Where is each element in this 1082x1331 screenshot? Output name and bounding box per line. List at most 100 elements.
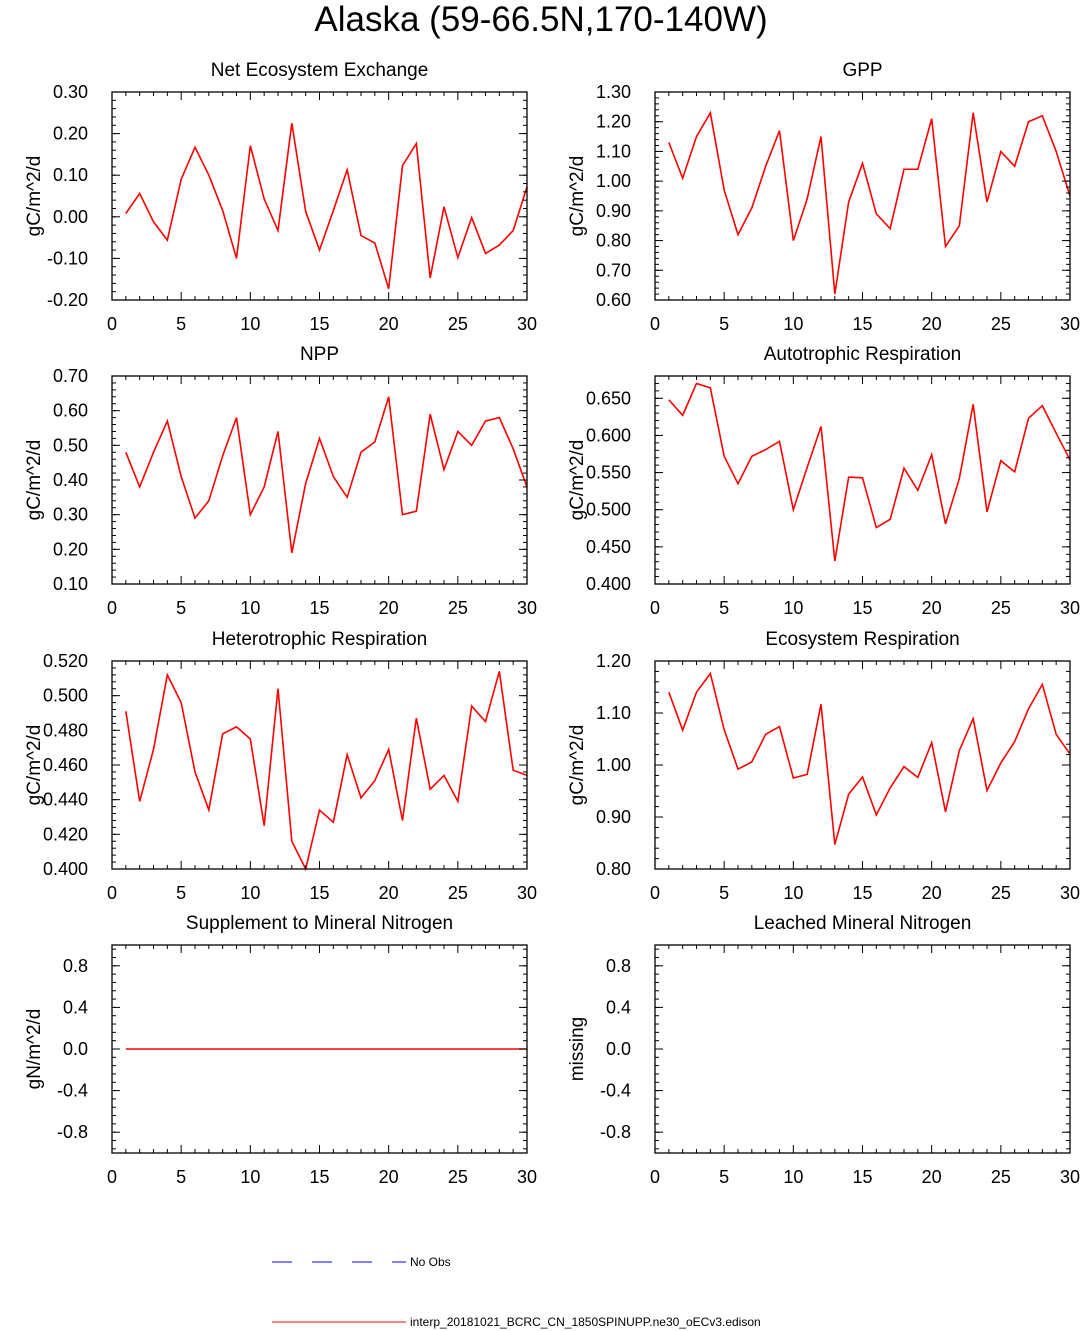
- series-line: [668, 671, 1071, 845]
- x-tick-label: 0: [107, 598, 117, 618]
- x-tick-label: 10: [240, 314, 260, 334]
- y-tick-label: 0.450: [586, 537, 631, 557]
- y-tick-label: 0.480: [43, 720, 88, 740]
- chart-title: Heterotrophic Respiration: [212, 629, 427, 650]
- chart-panel-3: NPP gC/m^2/d 0 5 10 15 20 25 30 0.10 0.20 0.30 0.40 0…: [24, 344, 537, 618]
- y-tick-label: 1.10: [596, 703, 631, 723]
- x-tick-label: 10: [240, 1167, 260, 1187]
- y-tick-label: 0.10: [53, 165, 88, 185]
- x-tick-label: 10: [783, 314, 803, 334]
- x-tick-label: 30: [1060, 883, 1080, 903]
- x-tick-label: 5: [719, 314, 729, 334]
- y-tick-label: 0.50: [53, 435, 88, 455]
- figure-title: Alaska (59-66.5N,170-140W): [314, 0, 768, 39]
- y-tick-label: 0.60: [53, 401, 88, 421]
- x-tick-label: 0: [650, 598, 660, 618]
- y-tick-label: 0.650: [586, 388, 631, 408]
- y-tick-label: 1.00: [596, 755, 631, 775]
- chart-panel-7: Supplement to Mineral Nitrogen gN/m^2/d 0 5…: [24, 913, 537, 1187]
- y-tick-label: 0.30: [53, 82, 88, 102]
- x-tick-label: 10: [783, 883, 803, 903]
- plot-frame: [654, 944, 1071, 1154]
- y-tick-label: 0.10: [53, 574, 88, 594]
- chart-title: NPP: [300, 344, 339, 365]
- x-tick-label: 20: [379, 883, 399, 903]
- chart-panel-6: Ecosystem Respiration gC/m^2/d 0 5 10 15 20 25 3…: [567, 629, 1080, 903]
- y-tick-label: 0.90: [596, 201, 631, 221]
- y-axis-label: gC/m^2/d: [24, 156, 45, 237]
- x-tick-label: 10: [240, 598, 260, 618]
- y-tick-label: -0.8: [57, 1122, 88, 1142]
- y-tick-label: 0.60: [596, 290, 631, 310]
- x-tick-label: 15: [309, 1167, 329, 1187]
- x-tick-label: 20: [922, 314, 942, 334]
- plot-frame: [111, 375, 528, 585]
- y-tick-label: 0.20: [53, 539, 88, 559]
- x-tick-label: 10: [240, 883, 260, 903]
- x-tick-label: 5: [176, 1167, 186, 1187]
- x-tick-label: 15: [309, 314, 329, 334]
- x-tick-label: 0: [650, 883, 660, 903]
- x-tick-label: 20: [379, 1167, 399, 1187]
- chart-title: Supplement to Mineral Nitrogen: [186, 913, 453, 934]
- x-tick-label: 25: [991, 883, 1011, 903]
- x-tick-label: 5: [719, 598, 729, 618]
- x-tick-label: 0: [107, 314, 117, 334]
- x-tick-label: 10: [783, 1167, 803, 1187]
- y-tick-label: -0.8: [600, 1122, 631, 1142]
- legend-model-label: interp_20181021_BCRC_CN_1850SPINUPP.ne30…: [410, 1315, 761, 1329]
- x-tick-label: 0: [650, 1167, 660, 1187]
- y-tick-label: 0.70: [53, 366, 88, 386]
- x-tick-label: 25: [991, 1167, 1011, 1187]
- x-tick-label: 20: [379, 598, 399, 618]
- y-tick-label: 1.10: [596, 141, 631, 161]
- y-tick-label: 0.8: [63, 956, 88, 976]
- x-tick-label: 30: [1060, 1167, 1080, 1187]
- x-tick-label: 30: [1060, 314, 1080, 334]
- chart-title: Net Ecosystem Exchange: [211, 60, 429, 81]
- y-tick-label: 0.550: [586, 463, 631, 483]
- y-tick-label: 0.600: [586, 425, 631, 445]
- x-tick-label: 15: [852, 598, 872, 618]
- x-tick-label: 25: [991, 314, 1011, 334]
- y-axis-label: gN/m^2/d: [24, 1009, 45, 1090]
- y-tick-label: 0.400: [586, 574, 631, 594]
- x-tick-label: 30: [517, 314, 537, 334]
- y-tick-label: 0.4: [606, 997, 631, 1017]
- x-tick-label: 25: [448, 1167, 468, 1187]
- x-tick-label: 25: [448, 598, 468, 618]
- y-tick-label: -0.4: [600, 1081, 631, 1101]
- y-axis-label: gC/m^2/d: [567, 440, 588, 521]
- x-tick-label: 15: [852, 1167, 872, 1187]
- y-tick-label: 0.20: [53, 124, 88, 144]
- y-tick-label: 0.0: [606, 1039, 631, 1059]
- x-tick-label: 20: [922, 598, 942, 618]
- y-tick-label: 0.400: [43, 859, 88, 879]
- plot-frame: [111, 660, 528, 870]
- chart-title: GPP: [842, 60, 882, 81]
- y-axis-label: gC/m^2/d: [24, 725, 45, 806]
- y-tick-label: 0.8: [606, 956, 631, 976]
- legend-obs-label: No Obs: [410, 1255, 451, 1269]
- y-axis-label: gC/m^2/d: [567, 156, 588, 237]
- x-tick-label: 15: [852, 883, 872, 903]
- y-tick-label: 1.20: [596, 651, 631, 671]
- y-axis-label: gC/m^2/d: [24, 440, 45, 521]
- y-tick-label: 0.30: [53, 505, 88, 525]
- x-tick-label: 5: [176, 314, 186, 334]
- x-tick-label: 0: [650, 314, 660, 334]
- chart-title: Leached Mineral Nitrogen: [754, 913, 972, 934]
- x-tick-label: 15: [852, 314, 872, 334]
- y-tick-label: 0.80: [596, 859, 631, 879]
- series-line: [125, 671, 528, 872]
- x-tick-label: 0: [107, 1167, 117, 1187]
- y-tick-label: -0.4: [57, 1081, 88, 1101]
- series-line: [125, 396, 528, 553]
- series-line: [668, 110, 1071, 295]
- plot-frame: [654, 91, 1071, 301]
- y-tick-label: 0.420: [43, 824, 88, 844]
- y-axis-label: missing: [567, 1017, 588, 1081]
- y-tick-label: 0.500: [586, 500, 631, 520]
- chart-panels: Net Ecosystem Exchange gC/m^2/d 0 5 10 15 20 25…: [24, 60, 1080, 1187]
